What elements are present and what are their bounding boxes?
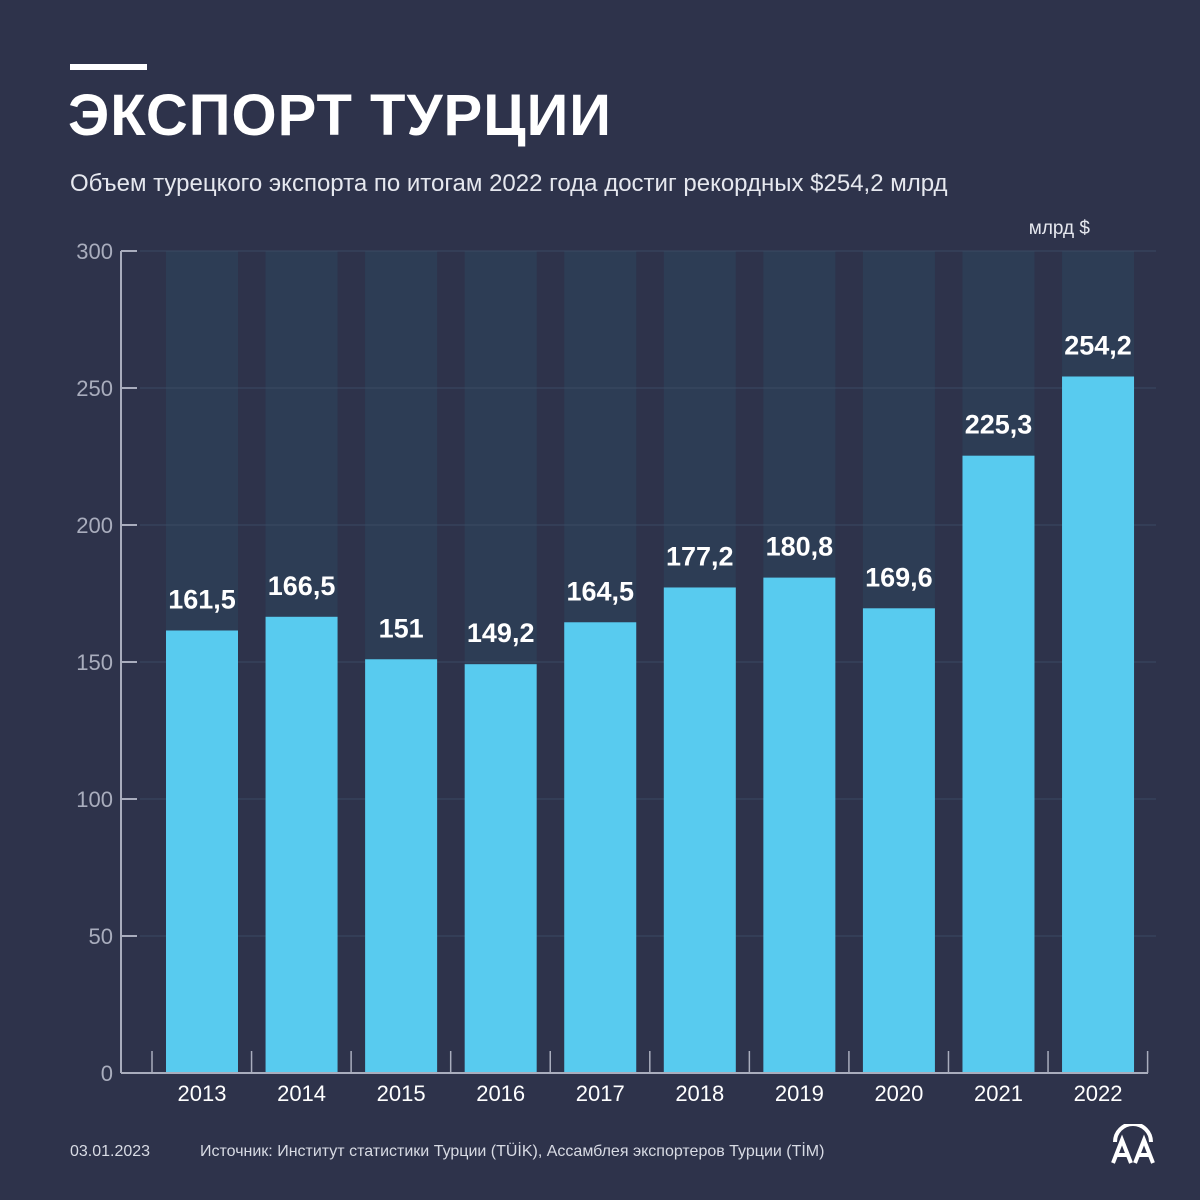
bar-2021 bbox=[962, 455, 1035, 1074]
y-tick-label: 250 bbox=[76, 376, 113, 401]
bar-2016 bbox=[464, 664, 537, 1073]
y-tick-label: 100 bbox=[76, 787, 113, 812]
x-tick-label: 2018 bbox=[675, 1081, 724, 1106]
data-label: 169,6 bbox=[865, 562, 933, 592]
title-rule bbox=[70, 64, 147, 70]
data-label: 164,5 bbox=[566, 576, 634, 606]
bar-2014 bbox=[265, 616, 338, 1073]
data-label: 149,2 bbox=[467, 618, 535, 648]
x-tick-label: 2013 bbox=[178, 1081, 227, 1106]
data-label: 166,5 bbox=[268, 571, 336, 601]
data-label: 161,5 bbox=[168, 584, 236, 614]
x-tick-label: 2017 bbox=[576, 1081, 625, 1106]
x-tick-label: 2019 bbox=[775, 1081, 824, 1106]
page-subtitle: Объем турецкого экспорта по итогам 2022 … bbox=[70, 170, 948, 197]
bar-2019 bbox=[763, 577, 836, 1073]
x-tick-label: 2014 bbox=[277, 1081, 326, 1106]
x-tick-label: 2021 bbox=[974, 1081, 1023, 1106]
data-label: 180,8 bbox=[766, 532, 834, 562]
bar-2015 bbox=[365, 659, 438, 1073]
x-tick-label: 2022 bbox=[1074, 1081, 1123, 1106]
y-tick-label: 50 bbox=[89, 924, 113, 949]
data-label: 254,2 bbox=[1064, 330, 1132, 360]
y-tick-label: 200 bbox=[76, 513, 113, 538]
bar-2020 bbox=[862, 608, 935, 1073]
bar-2017 bbox=[564, 622, 637, 1073]
y-tick-label: 0 bbox=[101, 1061, 113, 1086]
x-tick-label: 2020 bbox=[874, 1081, 923, 1106]
x-tick-label: 2015 bbox=[377, 1081, 426, 1106]
x-tick-label: 2016 bbox=[476, 1081, 525, 1106]
unit-label: млрд $ bbox=[1028, 218, 1090, 239]
data-label: 177,2 bbox=[666, 541, 734, 571]
y-tick-label: 150 bbox=[76, 650, 113, 675]
page-title: ЭКСПОРТ ТУРЦИИ bbox=[68, 83, 612, 148]
data-label: 151 bbox=[379, 613, 424, 643]
footer-date: 03.01.2023 bbox=[70, 1143, 151, 1160]
footer-source: Источник: Институт статистики Турции (TÜ… bbox=[200, 1143, 825, 1160]
y-tick-label: 300 bbox=[76, 239, 113, 264]
aa-logo-icon bbox=[1111, 1124, 1155, 1164]
data-label: 225,3 bbox=[965, 410, 1033, 440]
bar-2022 bbox=[1062, 376, 1135, 1073]
bar-2013 bbox=[166, 630, 238, 1073]
bar-2018 bbox=[663, 587, 736, 1073]
